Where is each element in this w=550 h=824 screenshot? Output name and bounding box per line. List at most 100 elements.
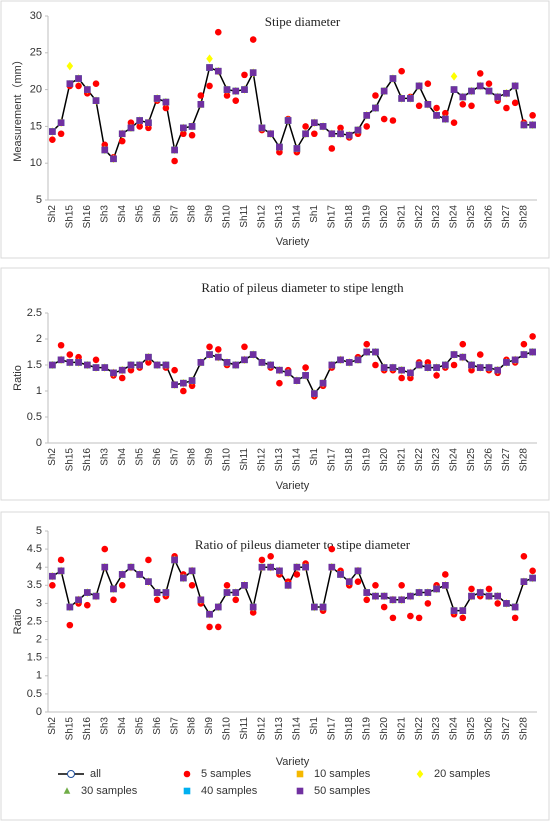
legend-label: 10 samples	[314, 768, 371, 780]
point-marker	[188, 382, 196, 390]
x-tick-label: Sh25	[466, 717, 477, 741]
point-marker	[276, 143, 283, 151]
point-marker	[162, 589, 170, 596]
point-marker	[197, 92, 205, 99]
x-tick-label: Sh26	[484, 205, 495, 229]
point-marker	[485, 585, 493, 593]
x-tick-label: Sh27	[501, 448, 512, 472]
y-tick-label: 4.5	[27, 543, 42, 555]
x-tick-label: Sh10	[222, 448, 233, 472]
legend-label: 20 samples	[434, 768, 491, 780]
x-tick-label: Sh20	[379, 448, 390, 472]
point-marker	[249, 603, 257, 611]
point-marker	[57, 130, 65, 138]
point-marker	[66, 621, 74, 629]
series-line	[51, 66, 533, 161]
point-marker	[241, 582, 248, 589]
x-tick-label: Sh10	[222, 205, 233, 229]
y-tick-label: 5	[36, 525, 42, 537]
point-marker	[529, 333, 536, 340]
x-tick-label: Sh3	[99, 205, 110, 223]
point-marker	[354, 567, 362, 575]
point-marker	[442, 582, 449, 589]
x-tick-label: Sh17	[326, 448, 337, 472]
point-marker	[188, 131, 196, 139]
point-marker	[241, 343, 248, 351]
point-marker	[450, 607, 458, 614]
point-marker	[49, 582, 56, 589]
x-tick-label: Sh7	[169, 205, 180, 223]
y-tick-label: 3.5	[27, 579, 42, 591]
point-marker	[319, 379, 327, 387]
point-marker	[503, 89, 510, 97]
point-marker	[75, 353, 82, 361]
point-marker	[485, 87, 493, 95]
point-marker	[520, 578, 528, 585]
point-marker	[311, 119, 318, 127]
y-tick-label: 1	[36, 385, 42, 397]
point-marker	[188, 567, 196, 575]
point-marker	[276, 148, 283, 156]
point-marker	[214, 67, 222, 75]
x-tick-label: Sh1	[309, 205, 320, 223]
point-marker	[415, 614, 423, 622]
x-tick-label: Sh9	[204, 205, 215, 223]
point-marker	[118, 137, 126, 145]
point-marker	[494, 592, 502, 600]
legend-label: 30 samples	[81, 785, 138, 797]
point-marker	[520, 351, 528, 358]
point-marker	[398, 366, 405, 374]
point-marker	[442, 571, 449, 578]
point-marker	[241, 356, 248, 364]
point-marker	[345, 359, 353, 366]
point-marker	[75, 75, 82, 82]
point-marker	[468, 366, 475, 374]
point-marker	[249, 69, 257, 76]
point-marker	[468, 102, 475, 110]
point-marker	[328, 361, 336, 369]
point-marker	[223, 86, 231, 93]
x-tick-label: Sh16	[82, 205, 93, 229]
x-tick-label: Sh1	[309, 448, 320, 466]
point-marker	[424, 364, 432, 371]
point-marker	[145, 124, 152, 132]
point-marker	[49, 136, 56, 143]
y-tick-label: 4	[36, 561, 42, 573]
point-marker	[276, 567, 283, 575]
point-marker	[476, 70, 484, 77]
point-marker	[380, 603, 388, 611]
point-marker	[459, 353, 467, 361]
point-marker	[136, 571, 143, 578]
point-marker	[75, 82, 82, 90]
point-marker	[145, 578, 152, 585]
x-tick-label: Sh13	[274, 205, 285, 229]
point-marker	[136, 123, 143, 130]
point-marker	[337, 356, 344, 364]
x-tick-label: Sh24	[449, 448, 460, 472]
point-marker	[110, 155, 117, 163]
point-marker	[153, 589, 161, 596]
x-tick-label: Sh12	[257, 448, 268, 472]
point-marker	[171, 146, 178, 154]
point-marker	[442, 115, 449, 123]
x-tick-label: Sh4	[117, 717, 128, 735]
point-marker	[442, 361, 449, 369]
point-marker	[92, 592, 100, 600]
point-marker	[398, 95, 405, 102]
point-marker	[424, 600, 432, 607]
point-marker	[468, 585, 475, 593]
point-marker	[503, 359, 510, 366]
x-tick-label: Sh22	[414, 448, 425, 472]
point-marker	[311, 130, 318, 138]
x-tick-label: Sh27	[501, 717, 512, 741]
point-marker	[363, 596, 371, 604]
point-marker	[433, 372, 440, 379]
x-tick-label: Sh5	[134, 448, 145, 466]
point-marker	[476, 82, 484, 90]
x-tick-label: Sh19	[361, 717, 372, 741]
x-tick-label: Sh10	[222, 717, 233, 741]
point-marker	[450, 86, 458, 93]
point-marker	[153, 95, 161, 102]
point-marker	[118, 130, 126, 138]
